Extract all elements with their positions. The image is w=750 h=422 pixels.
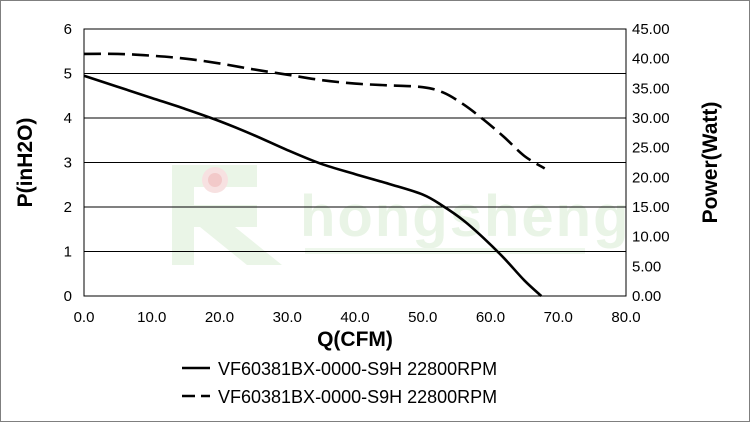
y-tick-label: 5: [64, 66, 72, 83]
y-axis-right-title: Power(Watt): [699, 102, 722, 224]
y2-tick-label: 5.00: [632, 258, 661, 275]
y2-tick-label: 20.00: [632, 169, 670, 186]
y-tick-label: 2: [64, 199, 72, 216]
y2-tick-label: 0.00: [632, 288, 661, 305]
legend-label: VF60381BX-0000-S9H 22800RPM: [218, 359, 497, 379]
y-tick-label: 3: [64, 155, 72, 172]
power-curve: [83, 52, 546, 170]
y2-tick-label: 10.00: [632, 229, 670, 246]
y-tick-label: 4: [64, 110, 72, 127]
y-tick-label: 0: [64, 288, 72, 305]
legend-label: VF60381BX-0000-S9H 22800RPM: [218, 387, 497, 407]
x-tick-label: 10.0: [137, 309, 166, 326]
plot-area-border: [83, 28, 627, 297]
x-tick-label: 70.0: [544, 309, 573, 326]
y2-tick-label: 30.00: [632, 110, 670, 127]
y2-tick-label: 25.00: [632, 140, 670, 157]
y-axis-left-ticks: 0 1 2 3 4 5 6: [64, 21, 72, 305]
pressure-curve: [83, 74, 543, 297]
watermark-text: hongsheng: [300, 184, 631, 249]
x-tick-label: 60.0: [476, 309, 505, 326]
x-tick-label: 20.0: [205, 309, 234, 326]
y2-tick-label: 15.00: [632, 199, 670, 216]
data-series: [83, 52, 546, 297]
y2-tick-label: 45.00: [632, 21, 670, 38]
x-axis-title: Q(CFM): [317, 328, 393, 351]
x-axis-ticks: 0.0 10.0 20.0 30.0 40.0 50.0 60.0 70.0 80.0: [74, 309, 641, 326]
x-tick-label: 50.0: [408, 309, 437, 326]
x-tick-label: 0.0: [74, 309, 95, 326]
x-tick-label: 30.0: [273, 309, 302, 326]
legend: VF60381BX-0000-S9H 22800RPM VF60381BX-000…: [182, 359, 497, 407]
x-tick-label: 40.0: [340, 309, 369, 326]
y-tick-label: 6: [64, 21, 72, 38]
y-axis-left-title: P(inH2O): [14, 118, 37, 208]
watermark-logo: hongsheng: [172, 165, 631, 265]
y2-tick-label: 35.00: [632, 80, 670, 97]
y-axis-right-ticks: 0.00 5.00 10.00 15.00 20.00 25.00 30.00 35.00 40…: [632, 21, 670, 305]
x-tick-label: 80.0: [611, 309, 640, 326]
gridlines: [84, 73, 626, 252]
y-tick-label: 1: [64, 244, 72, 261]
y2-tick-label: 40.00: [632, 51, 670, 68]
